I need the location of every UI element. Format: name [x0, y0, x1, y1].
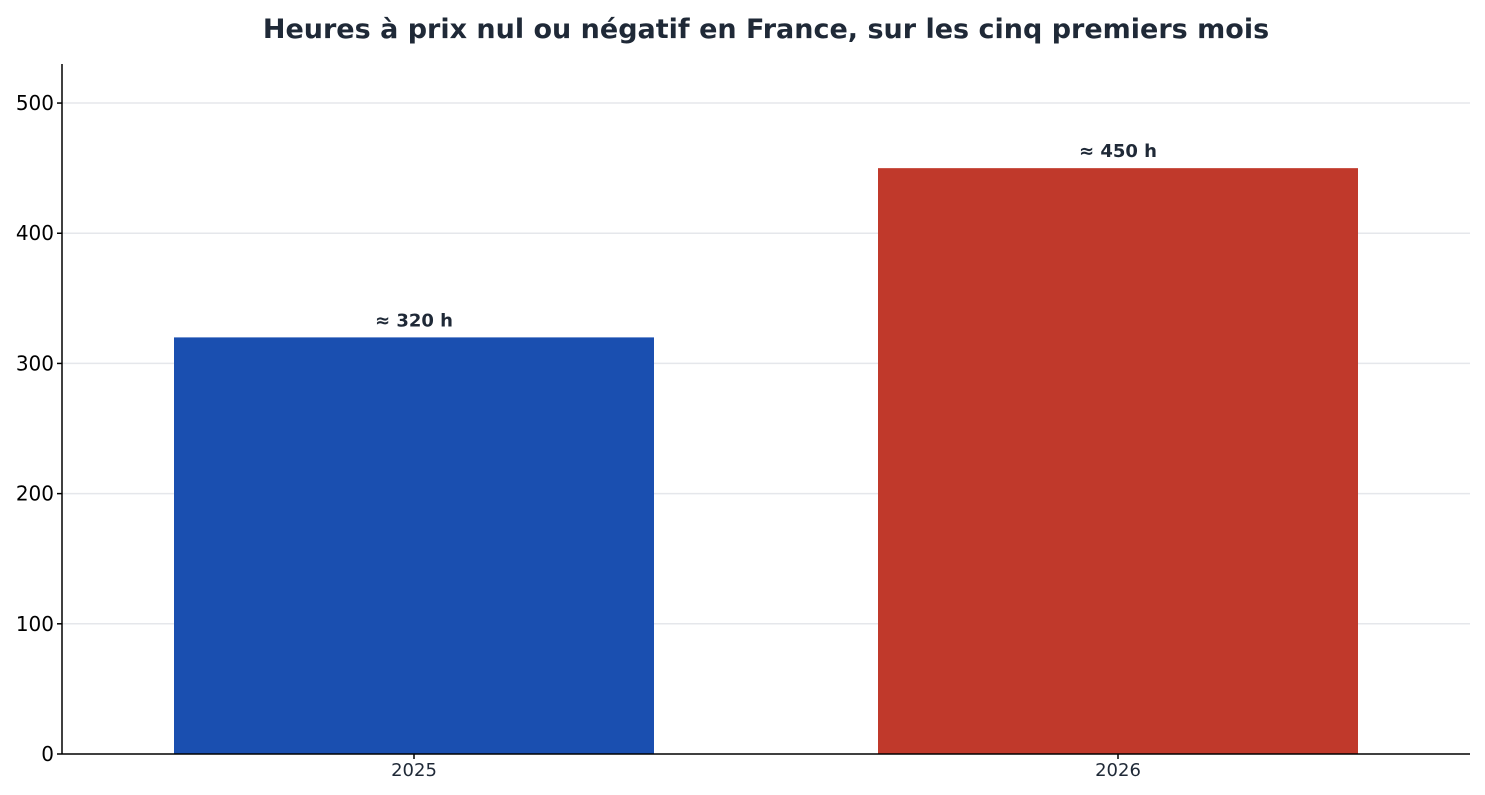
- data-label-2026: ≈ 450 h: [1079, 141, 1157, 162]
- bar-2025: [174, 337, 654, 754]
- y-tick-label-400: 400: [16, 221, 54, 245]
- data-labels: ≈ 320 h ≈ 450 h: [375, 141, 1157, 331]
- bar-2026: [878, 168, 1358, 754]
- y-axis-ticks: 0 100 200 300 400 500: [16, 91, 62, 766]
- x-axis-ticks: 2025 2026: [391, 754, 1141, 781]
- y-tick-label-200: 200: [16, 482, 54, 506]
- axes: [61, 64, 1470, 755]
- chart-title: Heures à prix nul ou négatif en France, …: [263, 14, 1269, 45]
- y-tick-label-500: 500: [16, 91, 54, 115]
- x-tick-label-2026: 2026: [1095, 760, 1141, 781]
- x-tick-label-2025: 2025: [391, 760, 437, 781]
- bars: [174, 168, 1358, 754]
- y-tick-label-0: 0: [41, 742, 54, 766]
- y-tick-label-300: 300: [16, 351, 54, 375]
- y-tick-label-100: 100: [16, 612, 54, 636]
- data-label-2025: ≈ 320 h: [375, 310, 453, 331]
